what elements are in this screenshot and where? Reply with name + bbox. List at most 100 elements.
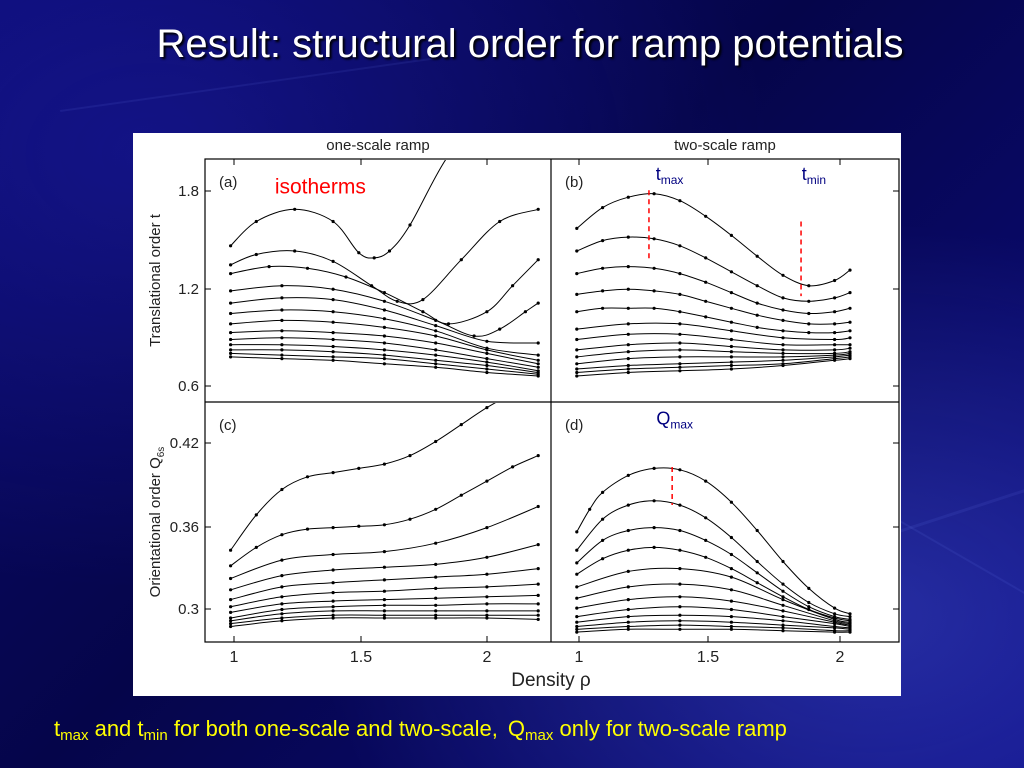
data-point bbox=[575, 367, 579, 371]
data-point bbox=[781, 363, 785, 368]
data-point bbox=[678, 528, 682, 533]
data-point bbox=[781, 308, 785, 312]
data-point bbox=[280, 558, 284, 562]
data-point bbox=[626, 287, 630, 291]
data-point bbox=[229, 355, 233, 359]
data-point bbox=[626, 473, 630, 477]
data-point bbox=[833, 606, 837, 610]
data-point bbox=[331, 331, 335, 335]
data-point bbox=[833, 630, 837, 634]
data-point bbox=[485, 602, 489, 606]
x-tick-label: 1 bbox=[575, 649, 584, 666]
panel-c: (c) bbox=[219, 381, 540, 629]
data-point bbox=[537, 381, 540, 384]
data-point bbox=[575, 630, 579, 634]
data-point bbox=[601, 206, 605, 210]
column-title-two-scale: two-scale ramp bbox=[674, 137, 776, 154]
data-point bbox=[729, 500, 734, 504]
y-tick-label: 1.2 bbox=[178, 281, 199, 298]
isotherm-line-b-4 bbox=[576, 288, 851, 325]
plot-frame bbox=[204, 158, 900, 643]
data-point bbox=[601, 538, 605, 542]
data-point bbox=[781, 343, 785, 347]
data-point bbox=[626, 598, 630, 602]
data-point bbox=[729, 620, 734, 624]
data-point bbox=[536, 353, 540, 357]
figure-panel: one-scale ramp two-scale ramp 1 1.5 2 1 1.5 2 De… bbox=[133, 133, 901, 696]
data-point bbox=[781, 626, 785, 630]
data-point bbox=[729, 360, 734, 364]
data-point bbox=[536, 207, 540, 211]
data-point bbox=[626, 367, 630, 371]
y-axis-label-orientational: Orientational order Q6s bbox=[147, 447, 167, 598]
caption-and: and bbox=[88, 716, 138, 741]
data-point bbox=[408, 454, 412, 458]
data-point bbox=[626, 265, 630, 269]
data-point bbox=[678, 613, 682, 617]
data-point bbox=[459, 423, 463, 427]
panel-curves bbox=[575, 466, 852, 634]
panel-curves bbox=[229, 381, 540, 629]
data-point bbox=[382, 609, 386, 613]
data-point bbox=[704, 214, 708, 218]
data-point bbox=[229, 351, 233, 355]
x-tick-label: 1 bbox=[230, 649, 239, 666]
data-point bbox=[421, 298, 425, 302]
data-point bbox=[601, 306, 605, 310]
data-point bbox=[331, 337, 335, 342]
data-point bbox=[575, 337, 579, 342]
data-point bbox=[229, 598, 233, 602]
data-point bbox=[387, 249, 392, 253]
data-point bbox=[704, 555, 708, 559]
data-point bbox=[485, 526, 489, 530]
data-point bbox=[434, 362, 438, 366]
caption-tmin-sub: min bbox=[143, 727, 168, 744]
data-point bbox=[833, 322, 837, 326]
data-point bbox=[575, 572, 579, 576]
data-point bbox=[536, 504, 540, 509]
data-point bbox=[601, 557, 605, 561]
caption-qmax: Q bbox=[507, 716, 526, 741]
data-point bbox=[781, 358, 785, 362]
data-point bbox=[729, 233, 734, 237]
data-point bbox=[678, 362, 682, 366]
isotherm-line-c-5 bbox=[230, 568, 539, 601]
data-point bbox=[485, 616, 489, 620]
data-point bbox=[833, 348, 837, 352]
data-point bbox=[485, 351, 489, 355]
data-point bbox=[408, 517, 412, 521]
data-point bbox=[536, 593, 540, 597]
data-point bbox=[848, 336, 852, 340]
data-point bbox=[626, 306, 630, 310]
data-point bbox=[729, 337, 734, 342]
data-point bbox=[280, 602, 284, 606]
data-point bbox=[434, 613, 438, 617]
data-point bbox=[382, 291, 386, 295]
panel-label-a: (a) bbox=[219, 174, 237, 191]
data-point bbox=[575, 606, 579, 610]
data-point bbox=[229, 289, 233, 293]
data-point bbox=[626, 585, 630, 589]
data-point bbox=[536, 617, 540, 621]
data-point bbox=[781, 336, 785, 340]
data-point bbox=[626, 624, 630, 629]
data-point bbox=[704, 538, 708, 542]
data-point bbox=[729, 329, 734, 333]
data-point bbox=[280, 353, 284, 357]
data-point bbox=[781, 348, 785, 352]
data-point bbox=[536, 567, 540, 571]
data-point bbox=[626, 350, 630, 354]
data-point bbox=[704, 280, 708, 284]
caption-end: only for two-scale ramp bbox=[553, 716, 787, 741]
data-point bbox=[704, 299, 708, 303]
data-point bbox=[755, 325, 759, 329]
data-point bbox=[344, 275, 348, 279]
data-point bbox=[575, 226, 579, 230]
data-point bbox=[536, 613, 540, 617]
data-point bbox=[331, 581, 335, 585]
data-point bbox=[536, 609, 540, 613]
data-point bbox=[833, 310, 837, 314]
data-point bbox=[848, 306, 852, 310]
data-point bbox=[434, 603, 438, 607]
data-point bbox=[729, 615, 734, 619]
